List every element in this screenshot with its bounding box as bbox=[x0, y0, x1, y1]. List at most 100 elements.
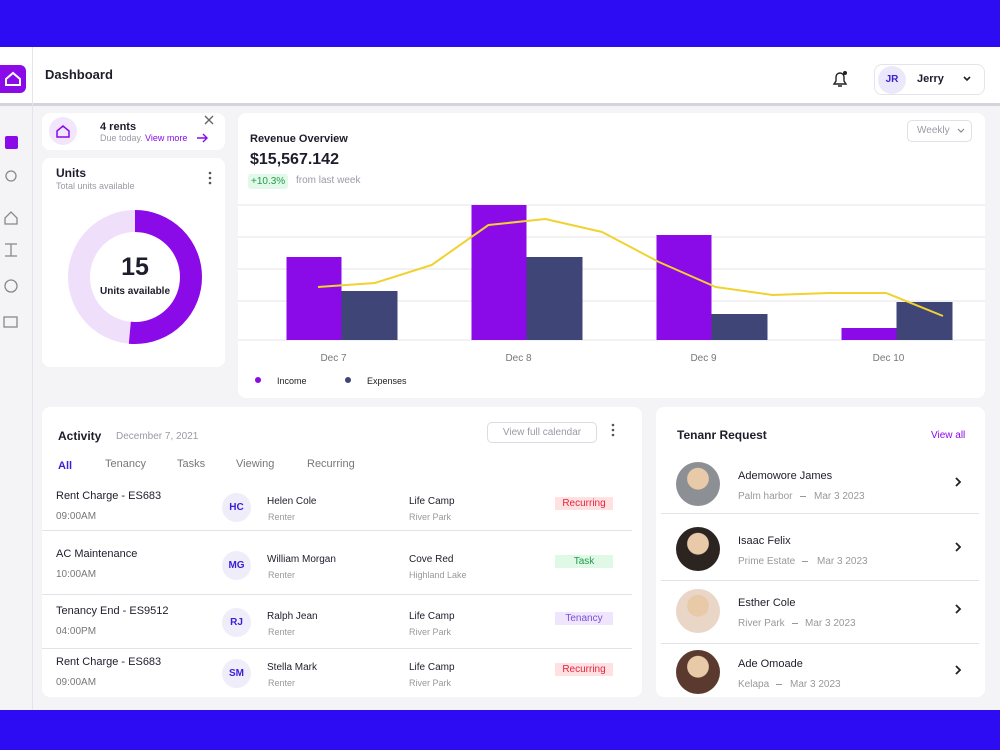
units-menu[interactable] bbox=[205, 170, 215, 186]
activity-role: Renter bbox=[268, 678, 296, 688]
tenant-date: Mar 3 2023 bbox=[805, 618, 856, 629]
tenant-place: Kelapa bbox=[738, 679, 770, 690]
revenue-change: +10.3% bbox=[248, 174, 289, 189]
bottom-banner bbox=[0, 710, 1000, 750]
activity-tab[interactable]: Viewing bbox=[236, 458, 275, 470]
activity-location: Life Camp bbox=[409, 611, 455, 622]
activity-title: Tenancy End - ES9512 bbox=[56, 605, 169, 617]
units-value: 15 bbox=[121, 253, 149, 281]
chevron-path bbox=[955, 477, 962, 487]
activity-initials: SM bbox=[222, 659, 251, 688]
bar bbox=[471, 205, 527, 340]
tenant-name: Ade Omoade bbox=[738, 658, 803, 670]
tenant-divider bbox=[661, 580, 979, 581]
activity-initials: RJ bbox=[222, 608, 251, 637]
period-select[interactable]: Weekly bbox=[907, 120, 972, 142]
activity-time: 10:00AM bbox=[56, 569, 97, 580]
header-divider bbox=[0, 103, 1000, 106]
calendar-button[interactable]: View full calendar bbox=[487, 422, 597, 443]
activity-tab[interactable]: Tenancy bbox=[105, 458, 146, 470]
activity-role: Renter bbox=[268, 570, 296, 580]
x-tick-label: Dec 8 bbox=[505, 353, 532, 364]
activity-tag: Task bbox=[555, 555, 613, 568]
legend-swatch bbox=[255, 377, 261, 383]
bar bbox=[711, 314, 768, 340]
chevron-path bbox=[955, 604, 962, 614]
tenant-sep bbox=[776, 684, 782, 685]
period-caret bbox=[957, 128, 965, 133]
nav-mail[interactable] bbox=[3, 316, 18, 328]
activity-tag: Recurring bbox=[555, 663, 613, 676]
units-subtitle: Total units available bbox=[56, 181, 135, 191]
activity-tab[interactable]: All bbox=[58, 460, 73, 472]
home-icon bbox=[5, 71, 21, 86]
tenant-chevron[interactable] bbox=[953, 602, 963, 616]
activity-person: William Morgan bbox=[267, 554, 336, 565]
user-menu[interactable] bbox=[874, 64, 985, 95]
nav-ideas[interactable] bbox=[5, 170, 17, 182]
tenant-avatar bbox=[676, 462, 720, 506]
tenant-link[interactable]: View all bbox=[931, 430, 966, 441]
activity-location: Cove Red bbox=[409, 554, 454, 565]
revenue-title: Revenue Overview bbox=[250, 133, 348, 145]
activity-person: Helen Cole bbox=[267, 496, 317, 507]
revenue-total: $15,567.142 bbox=[250, 151, 339, 168]
tenant-date: Mar 3 2023 bbox=[817, 556, 868, 567]
row-divider bbox=[42, 530, 632, 531]
legend-swatch bbox=[345, 377, 351, 383]
activity-area: River Park bbox=[409, 512, 452, 522]
trend-line bbox=[317, 218, 944, 317]
chevron-path bbox=[955, 542, 962, 552]
activity-area: River Park bbox=[409, 678, 452, 688]
rent-title: 4 rents bbox=[100, 121, 137, 133]
revenue-change-note: from last week bbox=[296, 175, 361, 186]
row-divider bbox=[42, 648, 632, 649]
x-tick-label: Dec 10 bbox=[873, 353, 905, 364]
activity-person: Stella Mark bbox=[267, 662, 318, 673]
tenant-title: Tenanr Request bbox=[677, 428, 767, 442]
tenant-chevron[interactable] bbox=[953, 475, 963, 489]
tenant-sep bbox=[792, 623, 798, 624]
nav-money[interactable] bbox=[4, 279, 18, 293]
tenant-place: Palm harbor bbox=[738, 491, 793, 502]
units-label: Units available bbox=[99, 286, 171, 297]
bar bbox=[841, 328, 897, 340]
activity-initials: MG bbox=[222, 551, 251, 580]
activity-date: December 7, 2021 bbox=[116, 431, 199, 442]
top-banner bbox=[0, 0, 1000, 47]
nav-tree[interactable] bbox=[5, 243, 17, 257]
legend-label: Expenses bbox=[367, 376, 407, 386]
rent-icon bbox=[56, 125, 70, 138]
activity-initials: HC bbox=[222, 493, 251, 522]
nav-home[interactable] bbox=[4, 211, 18, 225]
activity-location: Life Camp bbox=[409, 496, 455, 507]
page-title: Dashboard bbox=[45, 67, 113, 82]
tenant-chevron[interactable] bbox=[953, 663, 963, 677]
activity-tab[interactable]: Recurring bbox=[307, 458, 355, 470]
activity-title: Activity bbox=[58, 429, 102, 443]
bell-icon[interactable] bbox=[830, 69, 850, 89]
tenant-name: Ademowore James bbox=[738, 470, 833, 482]
tenant-divider bbox=[661, 513, 979, 514]
activity-menu[interactable] bbox=[608, 422, 618, 438]
nav-dashboard[interactable] bbox=[5, 136, 18, 149]
activity-tag: Recurring bbox=[555, 497, 613, 510]
sidebar-divider bbox=[32, 47, 33, 710]
legend-label: Income bbox=[277, 376, 307, 386]
tenant-divider bbox=[661, 643, 979, 644]
activity-title: Rent Charge - ES683 bbox=[56, 656, 162, 668]
activity-title: Rent Charge - ES683 bbox=[56, 490, 162, 502]
rent-link[interactable]: View more bbox=[145, 133, 188, 143]
tenant-name: Esther Cole bbox=[738, 597, 796, 609]
tenant-sep bbox=[802, 561, 808, 562]
sidebar-icons bbox=[3, 136, 18, 328]
activity-tab[interactable]: Tasks bbox=[177, 458, 206, 470]
chevron-path bbox=[955, 665, 962, 675]
tenant-sep bbox=[800, 496, 806, 497]
user-name: Jerry bbox=[917, 73, 944, 85]
rent-icons bbox=[197, 115, 214, 143]
home-button[interactable] bbox=[0, 65, 26, 93]
tenant-chevron[interactable] bbox=[953, 540, 963, 554]
activity-time: 04:00PM bbox=[56, 626, 97, 637]
